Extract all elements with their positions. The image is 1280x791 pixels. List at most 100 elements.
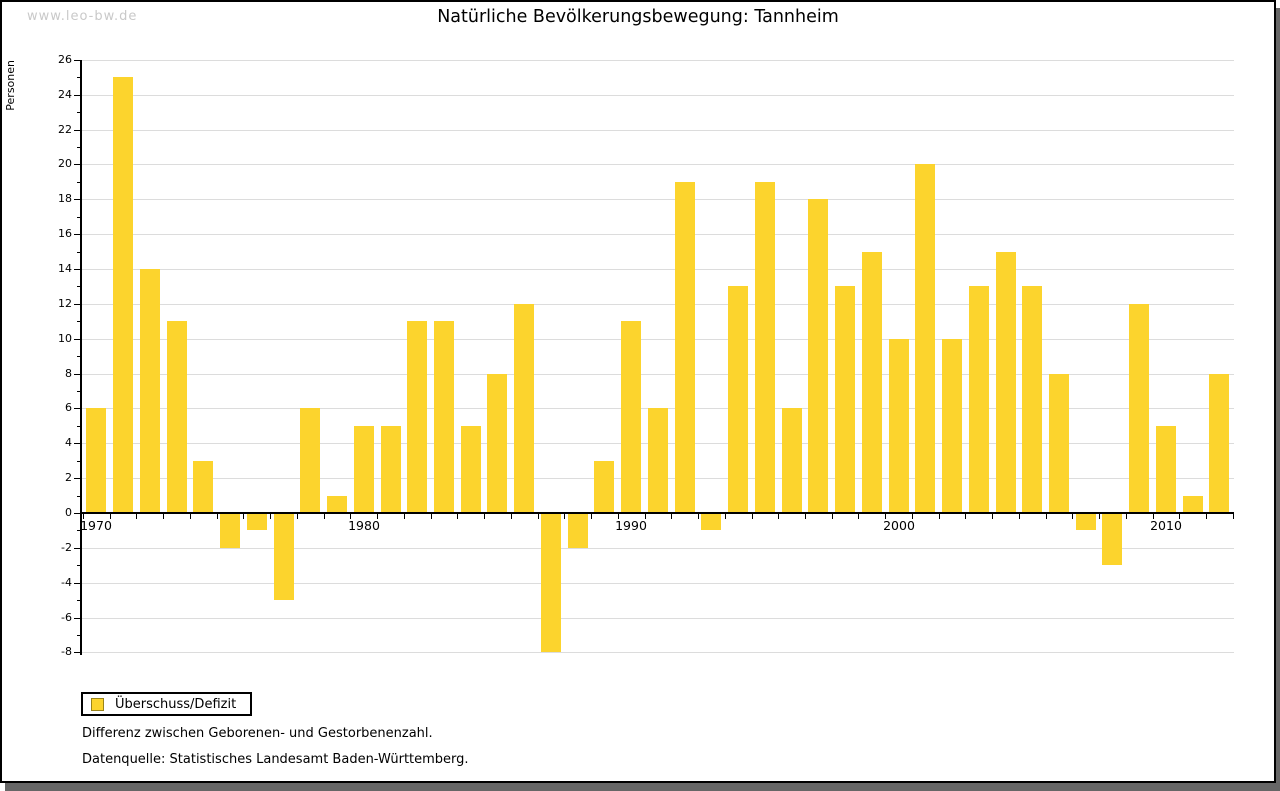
bar xyxy=(541,513,561,652)
y-tick xyxy=(74,548,80,549)
bar xyxy=(782,408,802,513)
x-tick xyxy=(243,514,244,519)
bar xyxy=(247,513,267,530)
x-tick xyxy=(1126,514,1127,519)
gridline xyxy=(82,548,1234,549)
bar xyxy=(835,286,855,513)
y-tick xyxy=(77,77,80,78)
x-year-label: 1980 xyxy=(348,518,380,533)
x-tick xyxy=(671,514,672,519)
bar xyxy=(113,77,133,513)
x-tick xyxy=(591,514,592,519)
x-tick xyxy=(1206,514,1207,519)
x-tick xyxy=(324,514,325,519)
y-tick-label: -6 xyxy=(61,611,72,624)
bar xyxy=(461,426,481,513)
x-axis-line xyxy=(80,512,1234,514)
bar xyxy=(996,252,1016,513)
x-tick xyxy=(645,514,646,519)
y-tick xyxy=(77,356,80,357)
x-tick xyxy=(431,514,432,519)
bar xyxy=(1102,513,1122,565)
bar xyxy=(915,164,935,513)
x-tick xyxy=(217,514,218,519)
y-tick-label: -4 xyxy=(61,576,72,589)
x-tick xyxy=(1179,514,1180,519)
x-tick xyxy=(1019,514,1020,519)
bar xyxy=(1049,374,1069,513)
x-tick xyxy=(832,514,833,519)
bar xyxy=(220,513,240,548)
y-tick xyxy=(77,635,80,636)
gridline xyxy=(82,304,1234,305)
footnote-source: Datenquelle: Statistisches Landesamt Bad… xyxy=(82,752,469,767)
y-tick xyxy=(74,269,80,270)
gridline xyxy=(82,269,1234,270)
bar xyxy=(1183,496,1203,513)
gridline xyxy=(82,583,1234,584)
y-tick-label: 22 xyxy=(58,123,72,136)
y-tick xyxy=(77,321,80,322)
bar xyxy=(675,182,695,513)
y-tick xyxy=(74,443,80,444)
gridline xyxy=(82,60,1234,61)
y-tick-label: 6 xyxy=(65,401,72,414)
x-year-label: 2010 xyxy=(1150,518,1182,533)
y-tick xyxy=(77,565,80,566)
y-tick xyxy=(77,496,80,497)
bar xyxy=(381,426,401,513)
y-tick-label: 20 xyxy=(58,157,72,170)
x-tick xyxy=(484,514,485,519)
x-tick xyxy=(912,514,913,519)
x-tick xyxy=(805,514,806,519)
bar xyxy=(327,496,347,513)
y-tick-label: 14 xyxy=(58,262,72,275)
legend-box: Überschuss/Defizit xyxy=(81,692,253,716)
y-tick xyxy=(74,513,80,514)
bar xyxy=(648,408,668,513)
bar xyxy=(594,461,614,513)
bar xyxy=(621,321,641,513)
x-tick xyxy=(618,514,619,519)
watermark: www.leo-bw.de xyxy=(27,9,138,24)
y-tick xyxy=(77,286,80,287)
legend-swatch-icon xyxy=(91,697,104,711)
y-tick-label: 0 xyxy=(65,506,72,519)
gridline xyxy=(82,234,1234,235)
plot-area: -8 -6 -4 -2 0 2 4 6 8 10 12 14 16 18 20 22 24 26 1970 1980 1… xyxy=(2,2,1274,781)
bar xyxy=(274,513,294,600)
y-tick xyxy=(77,391,80,392)
y-axis-line xyxy=(80,60,82,655)
x-tick xyxy=(163,514,164,519)
y-tick xyxy=(74,583,80,584)
x-tick xyxy=(752,514,753,519)
bar xyxy=(86,408,106,513)
y-tick-label: 12 xyxy=(58,297,72,310)
y-tick xyxy=(74,199,80,200)
y-tick xyxy=(77,426,80,427)
y-tick xyxy=(74,478,80,479)
x-tick xyxy=(1046,514,1047,519)
gridline xyxy=(82,618,1234,619)
bar xyxy=(167,321,187,513)
x-tick xyxy=(457,514,458,519)
x-tick xyxy=(965,514,966,519)
x-tick xyxy=(564,514,565,519)
x-tick xyxy=(270,514,271,519)
x-year-label: 1970 xyxy=(80,518,112,533)
bar xyxy=(434,321,454,513)
y-tick-label: -2 xyxy=(61,541,72,554)
gridline xyxy=(82,130,1234,131)
bar xyxy=(1076,513,1096,530)
bar xyxy=(354,426,374,513)
x-tick xyxy=(885,514,886,519)
y-tick xyxy=(77,147,80,148)
y-tick xyxy=(77,600,80,601)
y-tick-label: 18 xyxy=(58,192,72,205)
y-tick-label: 16 xyxy=(58,227,72,240)
y-tick xyxy=(77,530,80,531)
y-tick xyxy=(77,461,80,462)
y-tick-label: -8 xyxy=(61,645,72,658)
bar xyxy=(862,252,882,513)
gridline xyxy=(82,95,1234,96)
